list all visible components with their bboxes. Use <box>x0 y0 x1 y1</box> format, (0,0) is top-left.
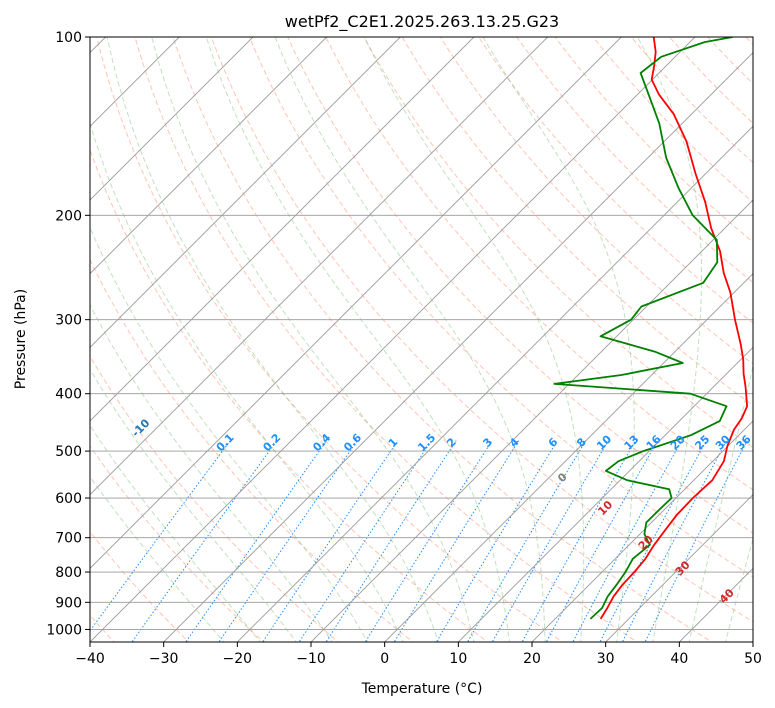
dry-adiabat-line <box>90 530 190 642</box>
temperature-line <box>599 37 748 620</box>
moist-adiabat-line <box>90 424 261 642</box>
y-tick-label: 500 <box>55 444 82 460</box>
sounding-series <box>553 37 748 620</box>
mixing-ratio-line <box>599 440 707 642</box>
isotherm-line <box>384 273 753 642</box>
isotherm-line <box>90 37 549 496</box>
x-tick-label: 50 <box>744 651 762 667</box>
mixing-ratio-line <box>435 440 558 642</box>
moist-adiabat-line <box>106 37 440 642</box>
x-tick-label: 40 <box>670 651 688 667</box>
mixing-ratio-line <box>131 440 278 642</box>
isotherm-line <box>90 37 622 569</box>
isotherm-line <box>605 494 753 642</box>
dry-adiabat-line <box>172 37 713 642</box>
isotherm-line <box>163 52 753 642</box>
x-axis-label: Temperature (°C) <box>361 681 483 697</box>
y-tick-label: 600 <box>55 491 82 507</box>
mixing-ratio-line <box>491 440 609 642</box>
x-tick-label: −10 <box>296 651 326 667</box>
isotherm-line <box>531 420 753 642</box>
chart-title: wetPf2_C2E1.2025.263.13.25.G23 <box>285 12 559 32</box>
x-tick-label: 0 <box>380 651 389 667</box>
x-tick-label: −40 <box>75 651 105 667</box>
dry-adiabat-line <box>210 37 753 623</box>
x-tick-label: −20 <box>223 651 253 667</box>
dry-adiabat-line <box>96 37 564 642</box>
plot-background <box>90 37 753 642</box>
dry-adiabat-line <box>630 37 753 164</box>
isotherm-line <box>90 37 254 201</box>
axis-ticks: −40 −30 −20 −10 0 10 20 30 40 50 100 200 300 400 500 60… <box>46 30 762 667</box>
y-tick-label: 1000 <box>46 622 82 638</box>
y-axis-label: Pressure (hPa) <box>13 289 29 389</box>
y-tick-label: 900 <box>55 595 82 611</box>
dewpoint-line <box>553 37 733 620</box>
mixing-ratio-line <box>325 440 457 642</box>
dry-adiabat-line <box>90 445 265 642</box>
isotherm-line <box>236 125 753 642</box>
isotherm-line <box>457 346 753 642</box>
y-tick-label: 100 <box>55 30 82 46</box>
dry-adiabat-line <box>90 258 414 642</box>
x-tick-label: 30 <box>597 651 615 667</box>
isotherm-line <box>90 37 475 422</box>
mixing-ratio-line <box>218 440 358 642</box>
dry-adiabat-line <box>287 37 753 534</box>
mixing-ratio-line <box>262 440 399 642</box>
mixing-ratio-line <box>364 440 493 642</box>
moist-adiabat-line <box>90 121 404 642</box>
dry-adiabat-line <box>248 37 753 578</box>
y-tick-label: 200 <box>55 208 82 224</box>
x-tick-label: 20 <box>523 651 541 667</box>
isotherm-line <box>752 641 753 642</box>
x-tick-label: −30 <box>149 651 179 667</box>
y-tick-label: 300 <box>55 313 82 329</box>
isotherm-line <box>90 37 696 642</box>
dry-adiabat-line <box>554 37 753 243</box>
dry-adiabat-line <box>325 37 753 491</box>
background-lines <box>90 37 753 642</box>
y-tick-label: 800 <box>55 565 82 581</box>
dry-adiabat-label: -30 <box>0 356 2 379</box>
dry-adiabat-line <box>439 37 753 365</box>
y-tick-label: 700 <box>55 531 82 547</box>
mixing-ratio-line <box>393 440 520 642</box>
mixing-ratio-line <box>90 440 231 632</box>
x-tick-label: 10 <box>449 651 467 667</box>
isotherm-line <box>90 37 401 348</box>
plot-frame <box>89 36 754 643</box>
isotherm-line <box>90 37 328 275</box>
mixing-ratio-line <box>521 440 637 642</box>
dry-adiabat-line <box>478 37 753 324</box>
isotherm-line <box>310 199 753 642</box>
mixing-ratio-line <box>644 440 748 642</box>
mixing-ratio-line <box>545 440 659 642</box>
moist-adiabat-line <box>90 475 225 642</box>
mixing-ratio-line <box>298 440 432 642</box>
mixing-ratio-line <box>621 440 728 642</box>
y-tick-label: 400 <box>55 387 82 403</box>
